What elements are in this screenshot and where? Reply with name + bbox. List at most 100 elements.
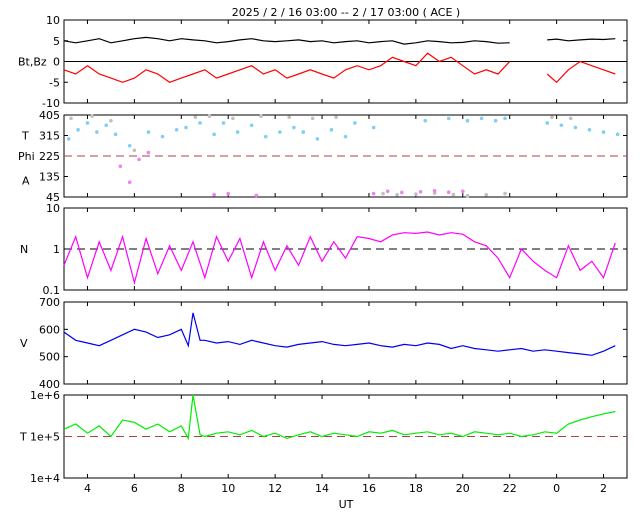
point-light-blue: [493, 118, 498, 123]
y-tick-label: 0: [53, 56, 60, 69]
point-light-blue: [587, 128, 592, 132]
point-light-blue: [479, 116, 484, 121]
point-gray: [568, 116, 573, 121]
series-line-V: [63, 312, 616, 356]
point-light-blue: [160, 134, 165, 139]
x-tick-label: 0: [553, 482, 560, 495]
point-gray: [334, 115, 338, 120]
point-magenta: [118, 164, 123, 169]
y-axis-label-a: A: [22, 175, 30, 188]
point-gray: [465, 194, 470, 198]
point-magenta: [127, 180, 132, 184]
chart-panels: 10 5 0 -5 -10 Bt,Bz 405 315 225 135 45 T Phi A 10 1 0.1 N…: [18, 14, 628, 495]
point-gray: [193, 115, 198, 120]
y-tick-label: 10: [46, 202, 60, 215]
point-gray: [395, 192, 399, 197]
point-light-blue: [573, 125, 578, 130]
point-magenta: [432, 189, 437, 193]
series-line-T: [63, 394, 616, 441]
point-light-blue: [446, 116, 451, 121]
point-gray: [132, 148, 137, 153]
point-light-blue: [263, 134, 268, 139]
point-gray: [381, 191, 385, 196]
x-tick-label: 16: [362, 482, 376, 495]
point-magenta: [418, 189, 423, 194]
panel-temperature: 1e+6 1e+5 1e+4 4 6 8 10 12 14 16 18 20 22 0 2 T: [19, 389, 628, 495]
point-light-blue: [601, 130, 606, 134]
y-tick-label: 600: [39, 323, 60, 336]
point-gray: [90, 114, 94, 118]
y-tick-label: 1: [53, 243, 60, 256]
point-light-blue: [95, 130, 99, 134]
point-light-blue: [198, 121, 202, 125]
point-light-blue: [113, 132, 118, 137]
y-axis-label-phi: Phi: [18, 150, 35, 163]
point-light-blue: [184, 125, 188, 130]
x-tick-label: 22: [503, 482, 517, 495]
x-tick-label: 12: [268, 482, 282, 495]
y-tick-label: 1e+6: [30, 389, 60, 402]
point-light-blue: [85, 121, 90, 125]
y-tick-label: -5: [49, 76, 60, 89]
series-line-Bz: [63, 52, 616, 84]
point-light-blue: [371, 125, 376, 130]
y-tick-label: 5: [53, 35, 60, 48]
y-tick-label: 10: [46, 14, 60, 27]
point-light-blue: [104, 123, 109, 128]
point-magenta: [460, 189, 465, 194]
point-light-blue: [343, 134, 348, 139]
y-tick-label: 135: [39, 171, 60, 184]
point-magenta: [446, 190, 451, 195]
y-tick-label: -10: [42, 97, 60, 110]
panel-density: 10 1 0.1 N: [20, 202, 628, 297]
point-light-blue: [127, 143, 132, 148]
panel-angles: 405 315 225 135 45 T Phi A: [18, 109, 628, 204]
x-axis-label: UT: [339, 498, 354, 511]
y-axis-label: Bt,Bz: [18, 56, 47, 69]
point-light-blue: [615, 132, 620, 137]
point-magenta: [371, 191, 376, 196]
point-light-blue: [212, 132, 216, 137]
point-gray: [550, 115, 554, 120]
point-light-blue: [465, 118, 470, 123]
point-gray: [414, 192, 418, 196]
point-magenta: [400, 190, 404, 195]
point-gray: [287, 115, 292, 120]
x-tick-label: 10: [221, 482, 235, 495]
panel-speed: 700 600 500 400 V: [20, 296, 628, 391]
y-tick-label: 405: [39, 109, 60, 122]
x-tick-label: 14: [315, 482, 329, 495]
y-axis-label: V: [20, 337, 28, 350]
point-light-blue: [329, 128, 334, 132]
point-light-blue: [559, 123, 564, 128]
series-line-Bt: [63, 36, 616, 45]
y-tick-label: 0.1: [43, 284, 61, 297]
point-gray: [259, 114, 263, 118]
y-tick-label: 700: [39, 296, 60, 309]
point-light-blue: [503, 116, 507, 121]
point-light-blue: [315, 137, 320, 141]
point-light-blue: [301, 130, 306, 134]
point-light-blue: [174, 128, 179, 132]
y-axis-label: T: [19, 431, 27, 444]
point-light-blue: [423, 118, 428, 123]
y-tick-label: 1e+4: [30, 472, 60, 485]
point-light-blue: [292, 125, 296, 130]
point-magenta: [226, 191, 231, 196]
point-light-blue: [353, 121, 357, 125]
y-tick-label: 500: [39, 351, 60, 364]
x-tick-label: 8: [178, 482, 185, 495]
x-tick-label: 6: [131, 482, 138, 495]
point-light-blue: [76, 128, 80, 132]
point-gray: [231, 116, 235, 121]
y-tick-label: 315: [39, 130, 60, 143]
y-axis-label-theta: T: [21, 130, 29, 143]
y-tick-label: 45: [46, 191, 60, 204]
point-light-blue: [221, 121, 226, 125]
point-light-blue: [249, 123, 254, 128]
point-light-blue: [278, 130, 282, 134]
panel-mag: 10 5 0 -5 -10 Bt,Bz: [18, 14, 628, 110]
y-tick-label: 225: [39, 150, 60, 163]
point-magenta: [385, 189, 390, 194]
